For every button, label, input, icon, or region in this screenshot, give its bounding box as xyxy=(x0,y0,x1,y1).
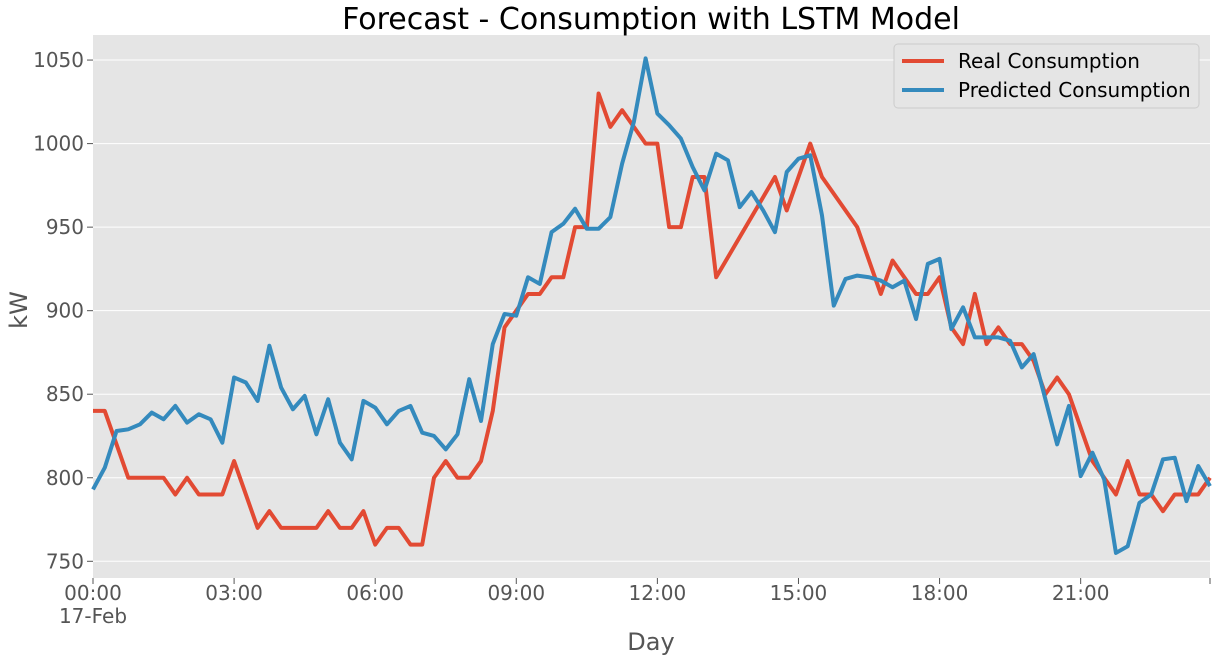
y-tick-label: 1050 xyxy=(33,48,84,72)
x-tick-label: 12:00 xyxy=(629,581,687,605)
legend-label-real: Real Consumption xyxy=(958,49,1140,73)
series-line-predicted-consumption xyxy=(91,56,1212,555)
chart-title: Forecast - Consumption with LSTM Model xyxy=(342,2,960,37)
y-tick-label: 950 xyxy=(46,215,84,239)
x-tick-label: 15:00 xyxy=(770,581,828,605)
x-tick-sublabel: 17-Feb xyxy=(59,604,127,628)
plot-area xyxy=(93,35,1210,578)
x-tick-label: 03:00 xyxy=(205,581,263,605)
x-tick-label: 00:00 xyxy=(64,581,122,605)
y-axis-label: kW xyxy=(5,291,33,329)
y-tick-label: 900 xyxy=(46,299,84,323)
legend-label-predicted: Predicted Consumption xyxy=(958,78,1191,102)
y-tick-label: 800 xyxy=(46,466,84,490)
y-tick-label: 750 xyxy=(46,549,84,573)
x-axis-label: Day xyxy=(627,628,674,656)
series-lines xyxy=(91,56,1212,555)
x-tick-label: 18:00 xyxy=(911,581,969,605)
y-tick-label: 850 xyxy=(46,382,84,406)
legend: Real Consumption Predicted Consumption xyxy=(893,43,1200,109)
y-tick-label: 1000 xyxy=(33,132,84,156)
x-tick-label: 09:00 xyxy=(487,581,545,605)
legend-box xyxy=(893,43,1200,109)
x-tick-label: 06:00 xyxy=(346,581,404,605)
x-tick-label: 21:00 xyxy=(1052,581,1110,605)
